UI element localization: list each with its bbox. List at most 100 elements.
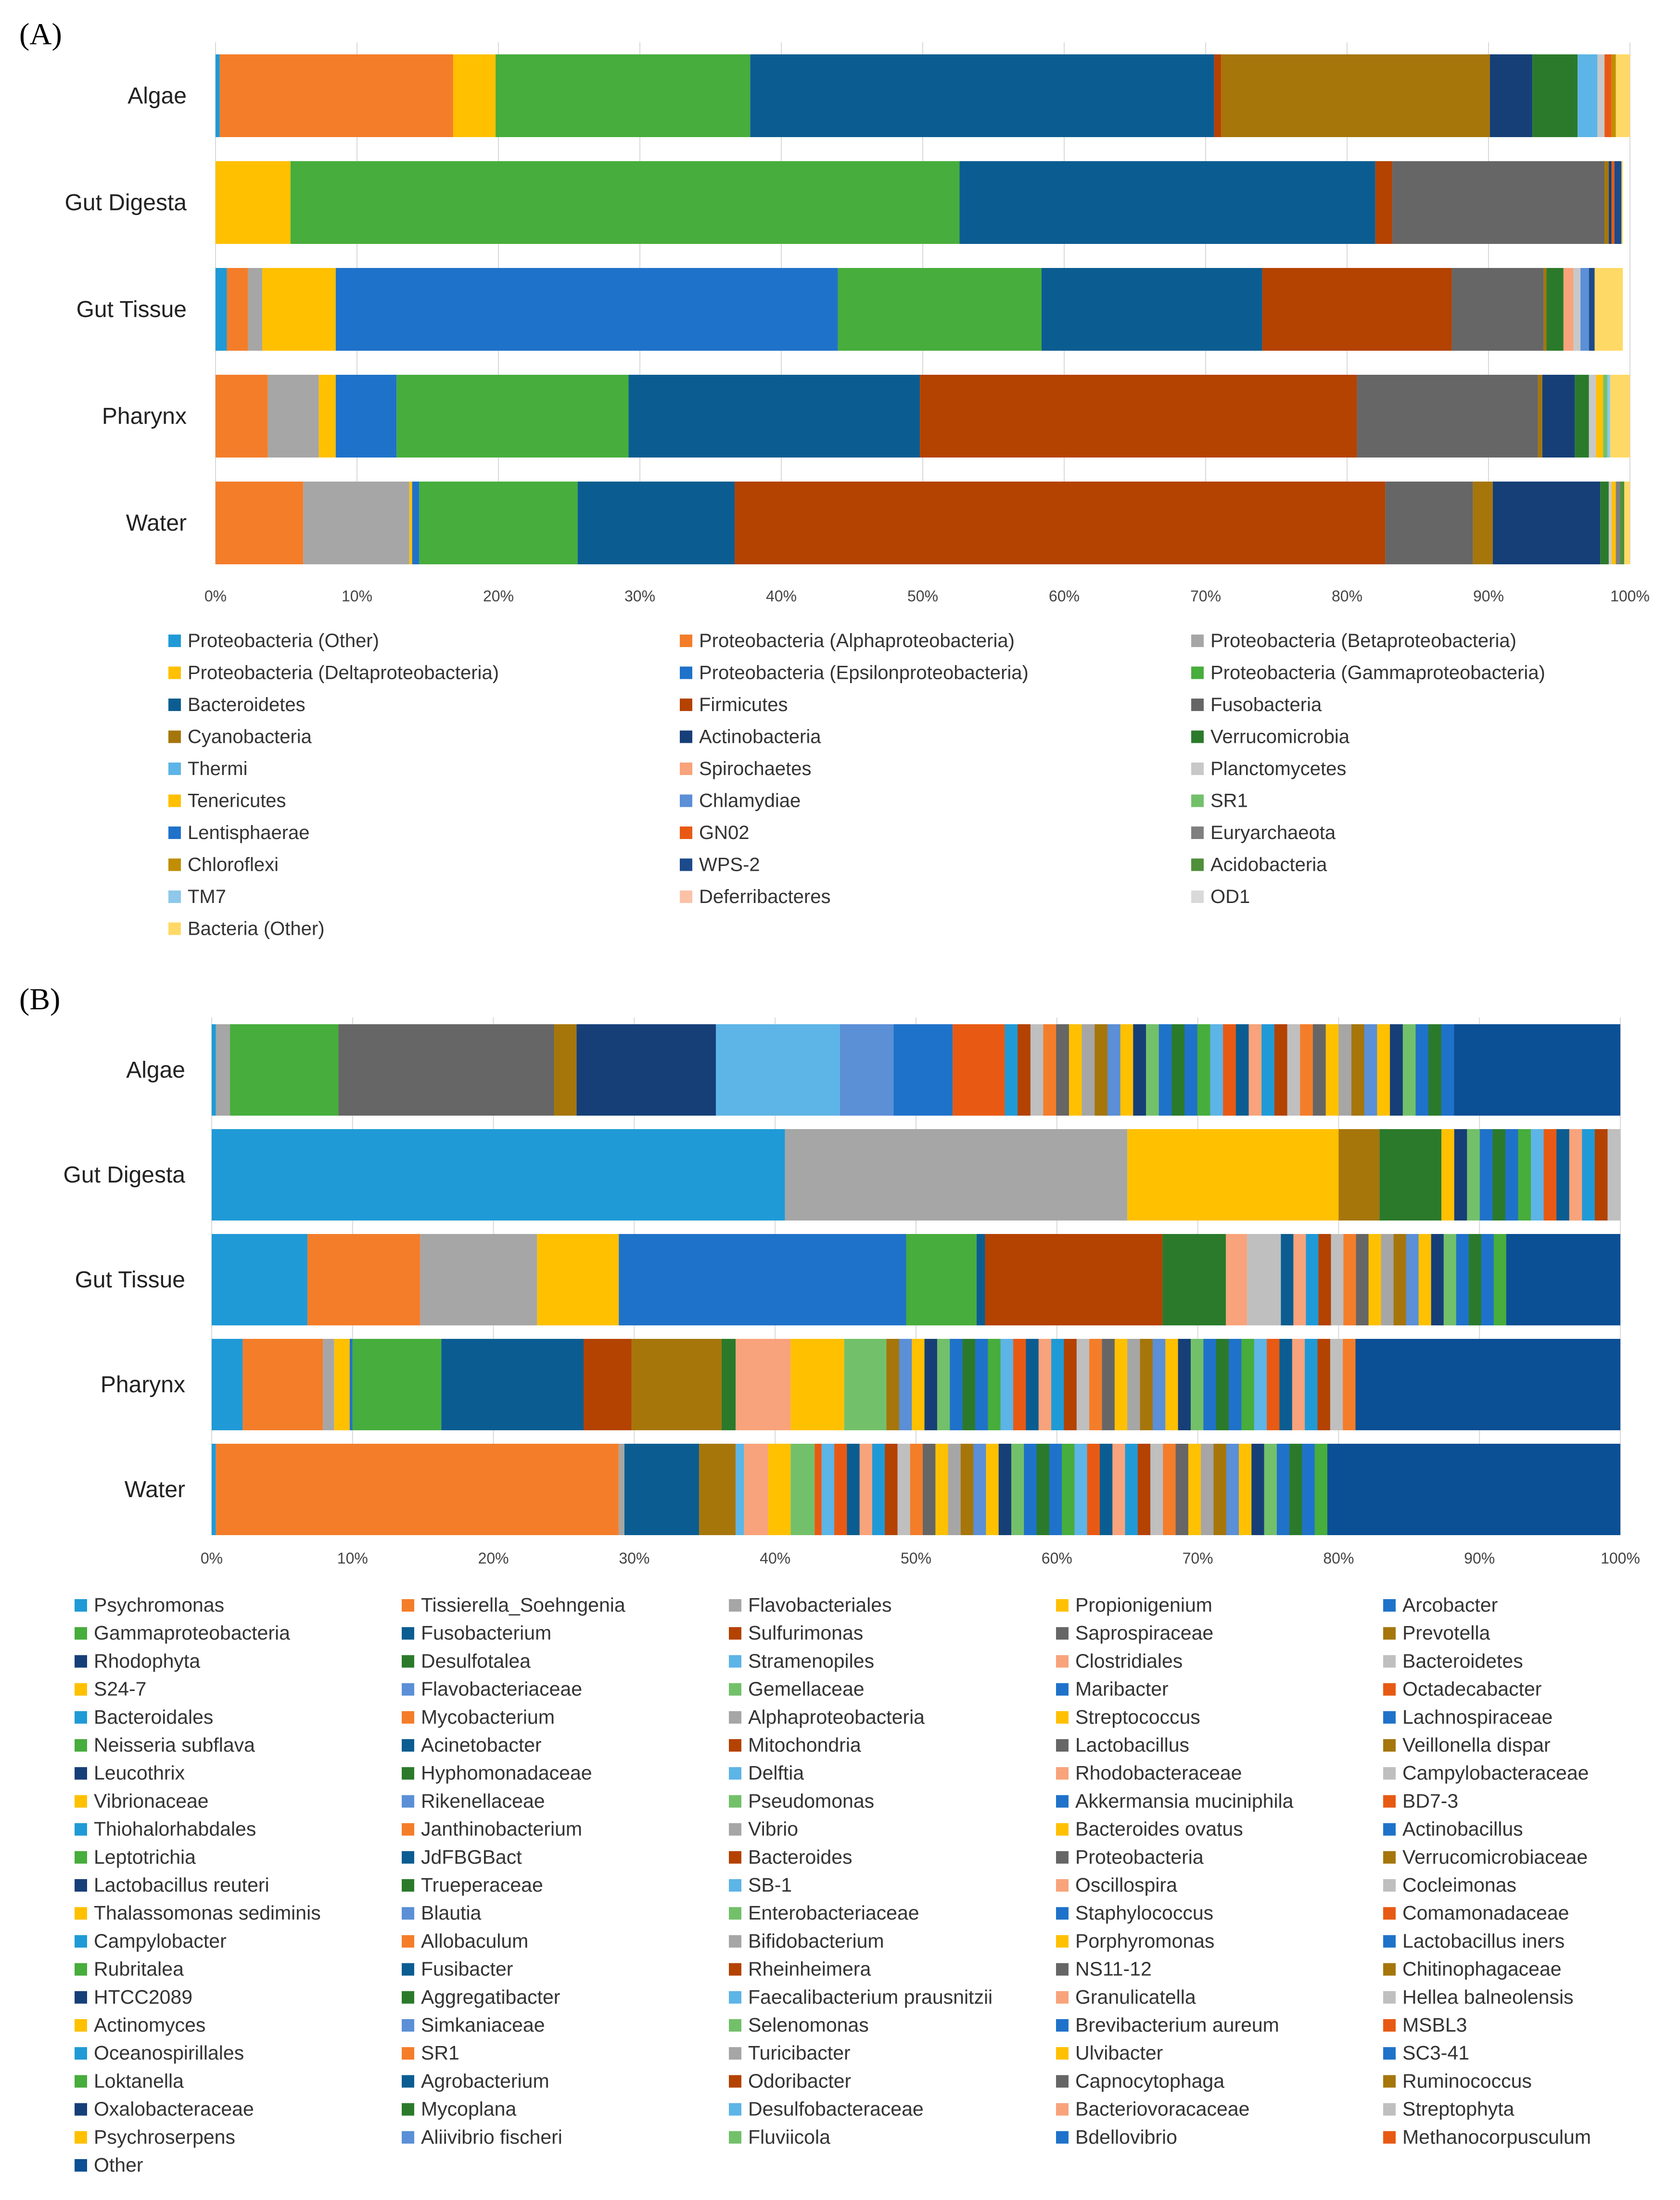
bar-segment-rhodophyta — [576, 1024, 716, 1116]
legend-label-spirochaetes: Spirochaetes — [699, 758, 811, 779]
bar-segment-proteobacteria-deltaproteobacteria — [409, 482, 412, 564]
x-tick-label: 0% — [204, 587, 227, 605]
bar-segment-minor-taxon — [1381, 1234, 1394, 1325]
x-tick-label: 90% — [1473, 587, 1504, 605]
bar-segment-tissierella-soehngenia — [307, 1234, 420, 1325]
bar-segment-proteobacteria-gammaproteobacteria — [838, 268, 1042, 351]
legend-label-verrucomicrobiaceae: Verrucomicrobiaceae — [1402, 1846, 1588, 1868]
bar-segment-minor-taxon — [1306, 1234, 1319, 1325]
bar-segment-minor-taxon — [1005, 1024, 1018, 1116]
legend-label-aggregatibacter: Aggregatibacter — [421, 1986, 560, 2008]
bar-segment-minor-taxon — [1289, 1444, 1302, 1535]
bar-segment-flavobacteriales — [785, 1129, 1128, 1221]
legend-label-gammaproteobacteria: Gammaproteobacteria — [94, 1622, 290, 1644]
bar-segment-saprospiraceae — [338, 1024, 554, 1116]
legend-label-comamonadaceae: Comamonadaceae — [1402, 1902, 1569, 1924]
legend-swatch-rhodophyta — [75, 1655, 87, 1668]
category-label-water: Water — [126, 510, 187, 536]
bar-segment-minor-taxon — [1351, 1024, 1365, 1116]
bar-segment-verrucomicrobia — [1600, 482, 1609, 564]
bar-segment-minor-taxon — [1146, 1024, 1159, 1116]
bar-segment-minor-taxon — [1133, 1024, 1146, 1116]
legend-swatch-rikenellaceae — [402, 1795, 414, 1808]
bar-segment-proteobacteria-deltaproteobacteria — [453, 54, 496, 137]
bar-segment-minor-taxon — [1137, 1444, 1151, 1535]
bar-segment-fusobacteria — [1385, 482, 1473, 564]
bar-segment-minor-taxon — [1264, 1444, 1277, 1535]
legend-swatch-streptococcus — [1056, 1711, 1069, 1724]
x-tick-label: 80% — [1332, 587, 1362, 605]
legend-label-msbl3: MSBL3 — [1402, 2014, 1467, 2036]
legend-label-propionigenium: Propionigenium — [1075, 1594, 1212, 1616]
legend-label-rheinheimera: Rheinheimera — [748, 1958, 871, 1980]
x-tick-label: 90% — [1464, 1550, 1495, 1567]
bar-segment-minor-taxon — [1300, 1024, 1313, 1116]
bar-segment-stramenopiles — [716, 1024, 840, 1116]
legend-label-veillonella-dispar: Veillonella dispar — [1402, 1734, 1551, 1756]
x-tick-label: 20% — [478, 1550, 509, 1567]
legend-swatch-ns11-12 — [1056, 1963, 1069, 1976]
bar-segment-minor-taxon — [1443, 1234, 1457, 1325]
legend-label-octadecabacter: Octadecabacter — [1402, 1678, 1541, 1700]
bar-segment-clostridiales — [744, 1444, 768, 1535]
legend-swatch-od1 — [1191, 890, 1204, 903]
legend-swatch-maribacter — [1056, 1683, 1069, 1696]
legend-label-selenomonas: Selenomonas — [748, 2014, 869, 2036]
bar-segment-minor-taxon — [1402, 1024, 1416, 1116]
x-tick-label: 40% — [766, 587, 797, 605]
legend-label-sr1: SR1 — [1210, 790, 1248, 812]
legend-swatch-acinetobacter — [402, 1739, 414, 1752]
legend-label-mycobacterium: Mycobacterium — [421, 1706, 555, 1728]
legend-swatch-spirochaetes — [680, 763, 692, 775]
legend-label-campylobacteraceae: Campylobacteraceae — [1402, 1762, 1589, 1784]
bar-segment-minor-taxon — [960, 1444, 974, 1535]
legend-swatch-streptophyta — [1383, 2103, 1396, 2116]
legend-swatch-cyanobacteria — [168, 730, 181, 743]
bar-segment-minor-taxon — [1456, 1234, 1469, 1325]
bar-segment-firmicutes — [734, 482, 1386, 564]
legend-label-thalassomonas-sediminis: Thalassomonas sediminis — [94, 1902, 321, 1924]
bar-segment-minor-taxon — [935, 1444, 949, 1535]
bar-segment-fusobacterium — [976, 1234, 985, 1325]
legend-label-mycoplana: Mycoplana — [421, 2098, 516, 2120]
legend-label-saprospiraceae: Saprospiraceae — [1075, 1622, 1213, 1644]
bar-segment-fusobacteria — [1451, 268, 1544, 351]
bar-segment-octadecabacter — [953, 1024, 1005, 1116]
bar-segment-flavobacteriales — [216, 1024, 230, 1116]
legend-swatch-janthinobacterium — [402, 1823, 414, 1836]
legend-label-acinetobacter: Acinetobacter — [421, 1734, 542, 1756]
legend-swatch-bdellovibrio — [1056, 2131, 1069, 2144]
legend-label-lactobacillus-reuteri: Lactobacillus reuteri — [94, 1874, 269, 1896]
legend-swatch-rheinheimera — [729, 1963, 741, 1976]
bar-segment-minor-taxon — [872, 1444, 885, 1535]
legend-swatch-deferribacteres — [680, 890, 692, 903]
bar-segment-minor-taxon — [1302, 1444, 1315, 1535]
bar-segment-minor-taxon — [1163, 1444, 1176, 1535]
legend-label-methanocorpusculum: Methanocorpusculum — [1402, 2126, 1591, 2148]
bar-segment-minor-taxon — [885, 1444, 898, 1535]
bar-segment-tenericutes — [1596, 375, 1604, 458]
legend-label-vibrionaceae: Vibrionaceae — [94, 1790, 209, 1812]
legend-swatch-bacteroidetes — [1383, 1655, 1396, 1668]
category-label-water: Water — [125, 1477, 185, 1502]
bar-segment-bacteria-other — [1610, 375, 1630, 458]
legend-swatch-firmicutes — [680, 699, 692, 711]
bar-segment-prevotella — [1338, 1129, 1380, 1221]
bar-segment-psychromonas — [212, 1129, 785, 1221]
bar-segment-verrucomicrobia — [1532, 54, 1578, 137]
legend-swatch-chloroflexi — [168, 858, 181, 871]
bar-segment-proteobacteria-epsilonproteobacteria — [412, 482, 420, 564]
bar-segment-flavobacteriales — [619, 1444, 624, 1535]
bar-segment-minor-taxon — [1013, 1339, 1026, 1430]
legend-swatch-gn02 — [680, 827, 692, 839]
legend-label-bacteria-other: Bacteria (Other) — [188, 918, 325, 940]
legend-swatch-octadecabacter — [1383, 1683, 1396, 1696]
bar-segment-minor-taxon — [1251, 1444, 1265, 1535]
legend-label-blautia: Blautia — [421, 1902, 482, 1924]
legend-label-sr1: SR1 — [421, 2042, 459, 2064]
bar-segment-cyanobacteria — [1604, 161, 1609, 244]
legend-swatch-s24-7 — [75, 1683, 87, 1696]
bar-segment-minor-taxon — [1481, 1234, 1494, 1325]
legend-swatch-verrucomicrobia — [1191, 730, 1204, 743]
bar-segment-minor-taxon — [1082, 1024, 1095, 1116]
